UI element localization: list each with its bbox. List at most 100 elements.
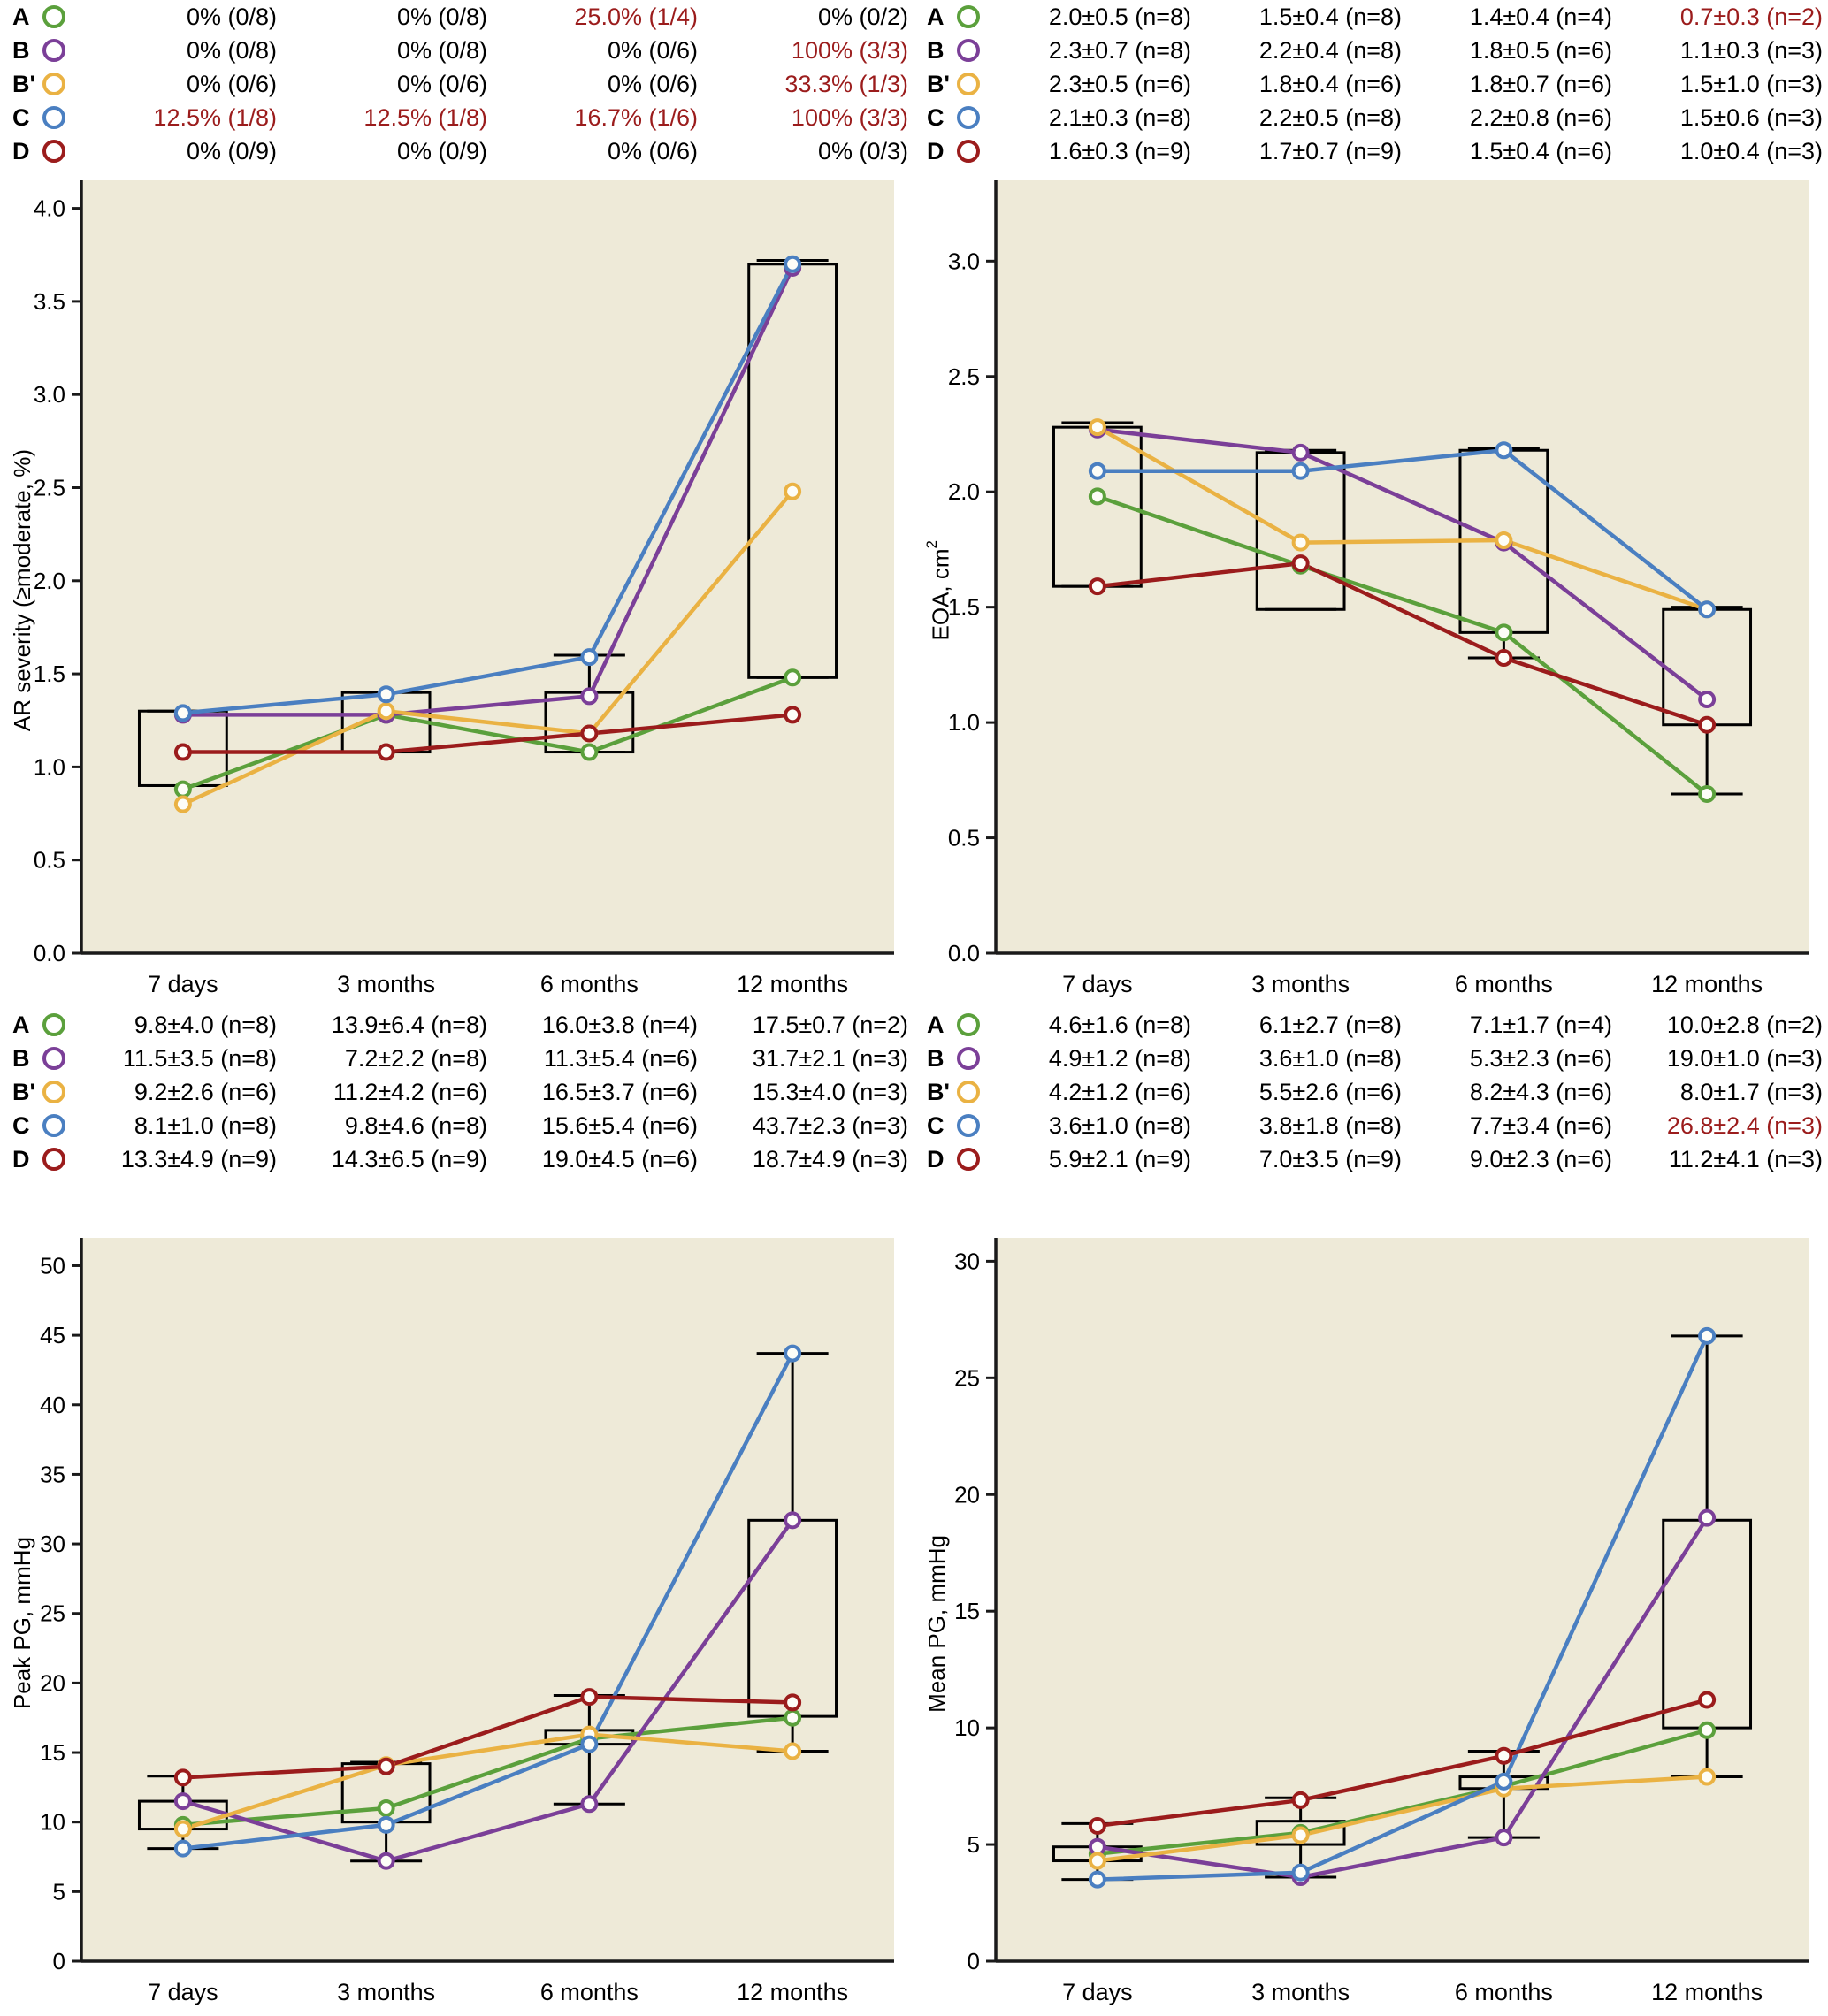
legend-row: B 2.3±0.7 (n=8) 2.2±0.4 (n=8) 1.8±0.5 (n=6)… [914, 34, 1828, 67]
data-point-B [1698, 1508, 1717, 1527]
y-tick-label: 2.5 [948, 363, 980, 390]
x-tick-label: 3 months [337, 1979, 435, 2005]
series-line-D [1095, 561, 1709, 727]
legend-group-label: D [12, 137, 30, 164]
y-tick-label: 35 [40, 1461, 65, 1487]
data-point-A [1088, 487, 1106, 506]
legend-value-cell: 100% (3/3) [791, 36, 908, 64]
legend-value-cell: 0% (0/8) [396, 36, 487, 64]
legend-value-cell: 2.2±0.8 (n=6) [1469, 103, 1612, 131]
data-point-D [377, 1757, 395, 1775]
data-point-B' [1698, 1768, 1717, 1786]
data-point-D [1698, 715, 1717, 734]
data-point-D [1698, 1691, 1717, 1709]
circle-icon [42, 106, 65, 129]
circle-icon [956, 39, 980, 62]
data-point-B' [173, 1820, 192, 1838]
series-line-D [180, 1694, 795, 1780]
legend-value-cell: 11.3±5.4 (n=6) [543, 1044, 698, 1072]
chart-eoa: 0.0 0.5 1.0 1.5 2.0 2.5 3.0 7 days 3 months 6 mon… [948, 180, 1809, 997]
legend-value-cell: 100% (3/3) [791, 103, 908, 131]
legend-value-cell: 0% (0/6) [607, 137, 698, 164]
data-point-B [1495, 1829, 1513, 1847]
series-line-B' [180, 1732, 795, 1831]
legend-row: A 9.8±4.0 (n=8) 13.9±6.4 (n=8) 16.0±3.8 (n=… [0, 1008, 914, 1042]
legend-circle-icon [35, 1013, 72, 1036]
data-point-C [173, 704, 192, 722]
legend-value-cell: 25.0% (1/4) [574, 3, 698, 30]
data-point-B [173, 1792, 192, 1811]
legend-group-label: B [12, 1044, 30, 1072]
series-line-B' [1095, 1775, 1709, 1863]
y-tick-label: 30 [954, 1248, 980, 1274]
legend-value-cell: 3.6±1.0 (n=8) [1258, 1044, 1402, 1072]
series-line-D [1095, 1698, 1709, 1829]
circle-icon [956, 1148, 980, 1171]
circle-icon [42, 39, 65, 62]
data-point-A [377, 1798, 395, 1817]
data-point-C [173, 1839, 192, 1858]
legend-value-cell: 0.7±0.3 (n=2) [1679, 3, 1823, 30]
legend-circle-icon [35, 1047, 72, 1070]
legend-value-cell: 1.4±0.4 (n=4) [1469, 3, 1612, 30]
legend-group-label: D [927, 137, 945, 164]
legend-circle-icon [35, 73, 72, 95]
legend-value-cell: 18.7±4.9 (n=3) [752, 1145, 908, 1172]
legend-value-cell: 12.5% (1/8) [153, 103, 277, 131]
circle-icon [956, 140, 980, 163]
legend-row: D 5.9±2.1 (n=9) 7.0±3.5 (n=9) 9.0±2.3 (n=6)… [914, 1142, 1828, 1176]
legend-row: C 12.5% (1/8) 12.5% (1/8) 16.7% (1/6) 100% (… [0, 101, 914, 134]
y-tick-label: 3.0 [34, 381, 65, 408]
legend-circle-icon [950, 1114, 986, 1137]
y-tick-label: 0 [968, 1948, 980, 1974]
legend-circle-icon [35, 39, 72, 62]
legend-value-cell: 3.6±1.0 (n=8) [1048, 1111, 1191, 1139]
legend-circle-icon [950, 140, 986, 163]
legend-value-cell: 11.2±4.2 (n=6) [333, 1078, 487, 1105]
legend-group-label: B [12, 36, 30, 64]
data-point-B' [1088, 418, 1106, 437]
series-line-A [1095, 1728, 1709, 1856]
legend-value-cell: 7.1±1.7 (n=4) [1469, 1011, 1612, 1038]
data-point-A [1495, 623, 1513, 642]
data-point-B [377, 1852, 395, 1870]
data-point-C [377, 685, 395, 704]
data-point-C [377, 1815, 395, 1834]
legend-value-cell: 9.0±2.3 (n=6) [1469, 1145, 1612, 1172]
data-point-B' [1291, 533, 1310, 552]
data-point-C [1495, 1772, 1513, 1791]
data-point-B' [784, 1742, 802, 1760]
x-tick-label: 6 months [1455, 971, 1553, 997]
series-line-B [180, 1518, 795, 1863]
legend-group-label: C [927, 103, 945, 131]
data-point-D [173, 743, 192, 761]
legend-value-cell: 5.5±2.6 (n=6) [1258, 1078, 1402, 1105]
data-point-B [580, 687, 599, 706]
legend-circle-icon [35, 1148, 72, 1171]
data-point-B' [173, 795, 192, 813]
series-line-C [1095, 1333, 1709, 1882]
legend-value-cell: 2.2±0.4 (n=8) [1258, 36, 1402, 64]
legend-circle-icon [950, 1081, 986, 1103]
series-line-C [180, 262, 795, 715]
chart-mean: 0 5 10 15 20 25 30 7 days 3 months 6 months 12 mon… [954, 1238, 1809, 2005]
x-tick-label: 12 months [737, 1979, 848, 2005]
legend-value-cell: 16.0±3.8 (n=4) [541, 1011, 698, 1038]
legend-value-cell: 8.0±1.7 (n=3) [1679, 1078, 1823, 1105]
legend-group-label: B [927, 36, 945, 64]
legend-value-cell: 17.5±0.7 (n=2) [752, 1011, 908, 1038]
legend-group-label: A [927, 3, 945, 30]
circle-icon [956, 106, 980, 129]
plot-background [81, 1238, 894, 1961]
data-point-D [173, 1768, 192, 1787]
legend-circle-icon [950, 106, 986, 129]
circle-icon [42, 1081, 65, 1103]
x-tick-label: 6 months [540, 1979, 639, 2005]
y-tick-label: 45 [40, 1322, 65, 1348]
legend-circle-icon [35, 1081, 72, 1103]
data-point-D [1495, 649, 1513, 668]
data-point-D [1088, 577, 1106, 596]
plot-background [996, 1238, 1809, 1961]
panel-mean-pg: A 4.6±1.6 (n=8) 6.1±2.7 (n=8) 7.1±1.7 (n=4)… [914, 1008, 1828, 2016]
